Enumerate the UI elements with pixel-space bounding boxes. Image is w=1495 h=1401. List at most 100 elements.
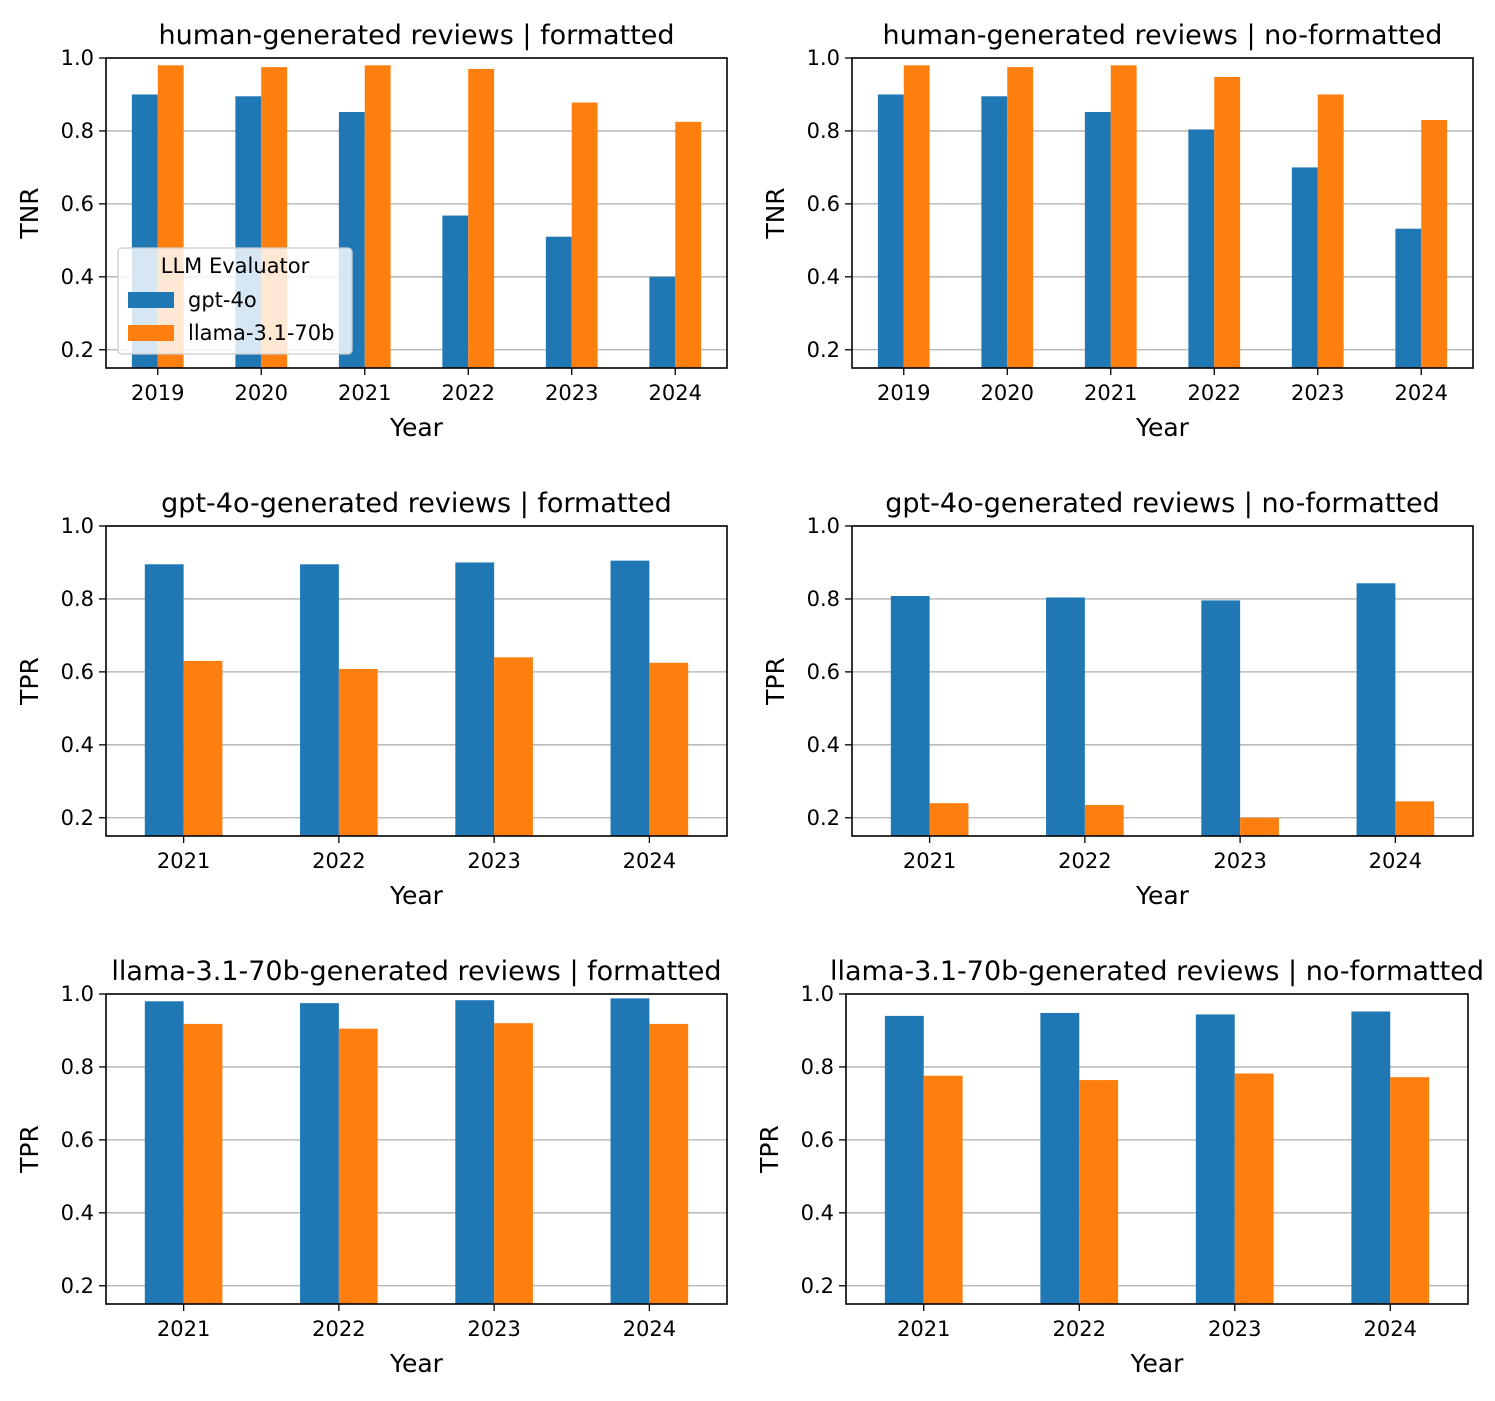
bar-gpt-4o-2023 [455, 562, 495, 836]
y-tick-label: 1.0 [807, 46, 840, 70]
subplot-5: 0.2 0.4 0.6 0.8 1.0 2021 2022 2023 2024 llama-3.1… [15, 956, 728, 1378]
x-tick-label: 2021 [157, 849, 210, 873]
y-tick-label: 0.6 [61, 660, 94, 684]
subplot-title: llama-3.1-70b-generated reviews | format… [111, 956, 721, 987]
subplot-title: human-generated reviews | formatted [158, 20, 674, 51]
y-tick-label: 0.4 [801, 1201, 834, 1225]
y-tick-label: 0.8 [61, 1055, 94, 1079]
bar-llama-3.1-70b-2022 [338, 668, 378, 836]
bar-gpt-4o-2024 [1356, 583, 1396, 836]
axes-frame [105, 993, 728, 1305]
bar-gpt-4o-2022 [300, 1003, 339, 1304]
y-tick-label: 0.4 [61, 265, 94, 289]
x-tick-label: 2022 [1058, 849, 1111, 873]
legend-label-llama-3.1-70b: llama-3.1-70b [188, 321, 334, 345]
x-tick-label: 2020 [235, 381, 288, 405]
subplot-6: 0.2 0.4 0.6 0.8 1.0 2021 2022 2023 2024 llama-3.1… [755, 956, 1484, 1378]
y-tick-label: 0.2 [807, 338, 840, 362]
bar-llama-3.1-70b-2023 [1317, 94, 1344, 369]
bar-llama-3.1-70b-2019 [903, 65, 930, 368]
y-tick-label: 0.2 [61, 1274, 94, 1298]
x-axis-label: Year [389, 1349, 444, 1378]
legend-box [117, 247, 353, 355]
y-axis-label: TPR [761, 657, 790, 706]
bar-gpt-4o-2019 [877, 94, 904, 369]
x-tick-label: 2021 [157, 1317, 210, 1341]
y-tick-label: 0.8 [801, 1055, 834, 1079]
x-tick-label: 2023 [1213, 849, 1266, 873]
x-tick-label: 2024 [623, 849, 676, 873]
x-tick-label: 2019 [131, 381, 184, 405]
y-tick-label: 0.8 [61, 587, 94, 611]
bar-llama-3.1-70b-2021 [364, 65, 391, 368]
bar-llama-3.1-70b-2023 [571, 102, 598, 369]
bar-llama-3.1-70b-2022 [338, 1028, 378, 1304]
x-tick-label: 2020 [981, 381, 1034, 405]
bar-gpt-4o-2024 [1351, 1011, 1391, 1304]
x-tick-label: 2024 [649, 381, 702, 405]
bar-gpt-4o-2021 [1084, 111, 1111, 368]
bar-gpt-4o-2020 [981, 96, 1008, 368]
y-tick-label: 0.2 [61, 338, 94, 362]
x-tick-label: 2023 [467, 849, 520, 873]
y-tick-label: 0.2 [61, 806, 94, 830]
x-tick-label: 2023 [1208, 1317, 1261, 1341]
bar-llama-3.1-70b-2022 [468, 68, 495, 369]
legend-swatch-gpt-4o [128, 292, 174, 308]
bar-llama-3.1-70b-2024 [649, 1023, 689, 1304]
y-tick-label: 0.4 [807, 265, 840, 289]
legend: LLM Evaluator gpt-4o llama-3.1-70b [117, 247, 353, 355]
y-tick-label: 0.6 [61, 192, 94, 216]
x-tick-label: 2021 [903, 849, 956, 873]
bar-gpt-4o-2022 [1040, 1012, 1080, 1304]
x-tick-label: 2019 [877, 381, 930, 405]
bar-gpt-4o-2023 [545, 236, 572, 368]
bar-gpt-4o-2022 [1188, 129, 1215, 368]
bar-llama-3.1-70b-2024 [1421, 120, 1448, 368]
y-axis-label: TPR [755, 1125, 784, 1174]
axes-frame [851, 57, 1474, 369]
bar-gpt-4o-2021 [890, 596, 930, 836]
bar-llama-3.1-70b-2023 [1234, 1073, 1274, 1304]
y-tick-label: 1.0 [807, 514, 840, 538]
y-axis-label: TNR [15, 187, 44, 239]
bar-gpt-4o-2023 [455, 1000, 495, 1304]
y-axis-label: TNR [761, 187, 790, 239]
y-axis-label: TPR [15, 657, 44, 706]
bar-llama-3.1-70b-2021 [183, 1023, 223, 1304]
subplot-4: 0.2 0.4 0.6 0.8 1.0 2021 2022 2023 2024 gpt-4o-ge… [761, 488, 1474, 910]
bar-llama-3.1-70b-2024 [1390, 1077, 1430, 1304]
x-tick-label: 2022 [1188, 381, 1241, 405]
bar-gpt-4o-2023 [1201, 600, 1241, 836]
y-tick-label: 0.6 [61, 1128, 94, 1152]
x-tick-label: 2024 [1364, 1317, 1417, 1341]
y-axis-label: TPR [15, 1125, 44, 1174]
y-tick-label: 1.0 [801, 982, 834, 1006]
bar-llama-3.1-70b-2021 [923, 1075, 963, 1304]
x-tick-label: 2023 [1291, 381, 1344, 405]
x-tick-label: 2024 [1369, 849, 1422, 873]
bar-llama-3.1-70b-2021 [929, 803, 969, 836]
x-tick-label: 2022 [442, 381, 495, 405]
y-tick-label: 0.8 [807, 119, 840, 143]
subplot-title: gpt-4o-generated reviews | no-formatted [885, 488, 1440, 519]
bar-llama-3.1-70b-2023 [494, 1023, 533, 1304]
x-tick-label: 2023 [545, 381, 598, 405]
x-tick-label: 2022 [1053, 1317, 1106, 1341]
bar-gpt-4o-2022 [1046, 597, 1085, 836]
y-tick-label: 0.2 [807, 806, 840, 830]
y-tick-label: 0.6 [807, 660, 840, 684]
axes-frame [851, 525, 1474, 837]
x-axis-label: Year [389, 413, 444, 442]
subplot-3: 0.2 0.4 0.6 0.8 1.0 2021 2022 2023 2024 gpt-4o-ge… [15, 488, 728, 910]
y-tick-label: 0.8 [807, 587, 840, 611]
y-tick-label: 1.0 [61, 982, 94, 1006]
subplot-title: gpt-4o-generated reviews | formatted [161, 488, 672, 519]
bar-llama-3.1-70b-2022 [1084, 805, 1124, 836]
y-tick-label: 0.4 [61, 733, 94, 757]
x-tick-label: 2024 [623, 1317, 676, 1341]
bar-gpt-4o-2023 [1195, 1014, 1235, 1304]
bar-gpt-4o-2024 [649, 276, 676, 368]
y-tick-label: 0.8 [61, 119, 94, 143]
